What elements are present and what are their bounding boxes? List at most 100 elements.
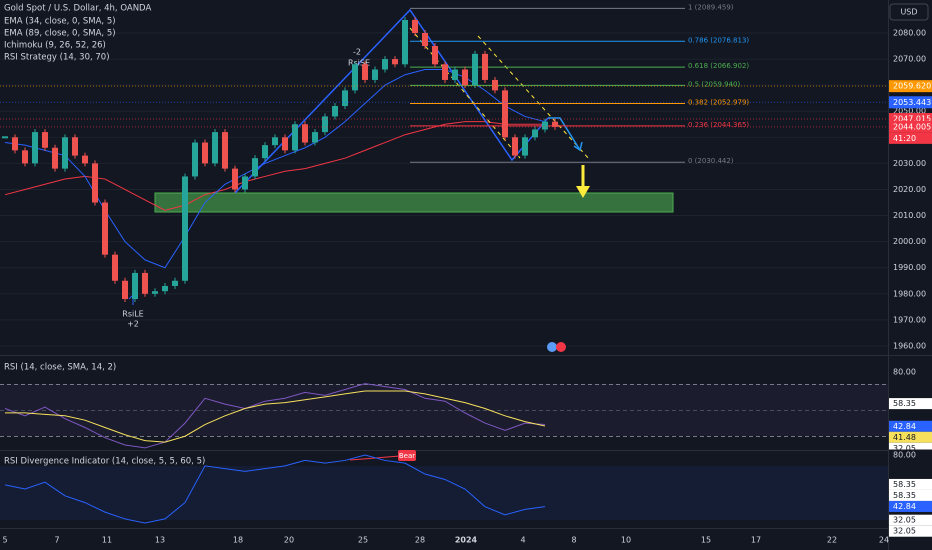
fib-label: 0.5 (2059.940) xyxy=(688,80,740,88)
candle xyxy=(142,272,148,294)
axis-label: 58.35 xyxy=(893,399,916,408)
legend: Ichimoku (9, 26, 52, 26) xyxy=(4,41,106,51)
candle xyxy=(432,46,438,65)
candle xyxy=(2,136,8,139)
candle xyxy=(542,121,548,130)
candle xyxy=(92,163,98,203)
legend: EMA (89, close, 0, SMA, 5) xyxy=(4,29,116,39)
legend: RSI Strategy (14, 30, 70) xyxy=(4,53,110,63)
fib-label: 0.236 (2044.365) xyxy=(688,121,749,129)
candle xyxy=(382,59,388,70)
fib-label: 0.382 (2052.979) xyxy=(688,98,749,106)
price-tag-label: 2044.005 xyxy=(893,122,931,131)
time-label: 7 xyxy=(54,536,59,545)
candle xyxy=(452,69,458,80)
time-label: 10 xyxy=(621,536,631,545)
axis-tag xyxy=(889,442,932,454)
price-tick-label: 2050.00 xyxy=(893,107,926,116)
axis-tag xyxy=(889,398,932,410)
event-icon[interactable] xyxy=(547,342,557,352)
candle xyxy=(102,202,108,255)
candle xyxy=(362,64,368,80)
axis-tag xyxy=(889,420,932,432)
candle xyxy=(332,106,338,117)
projection xyxy=(548,117,581,151)
time-label: 5 xyxy=(2,536,7,545)
time-label: 13 xyxy=(155,536,165,545)
time-label: 4 xyxy=(520,536,525,545)
price-tick-label: 1990.00 xyxy=(893,263,926,272)
price-tick-label: 2070.00 xyxy=(893,55,926,64)
price-tick-label: 1980.00 xyxy=(893,289,926,298)
candle xyxy=(22,150,28,164)
candle xyxy=(402,19,408,65)
axis-tag xyxy=(889,525,932,537)
candle xyxy=(412,19,418,33)
signal: RsiSE xyxy=(348,59,370,68)
price-tag-label: 2047.015 xyxy=(893,115,931,124)
price-tick-label: 2030.00 xyxy=(893,159,926,168)
candle xyxy=(32,132,38,164)
fib-label: 1 (2089.459) xyxy=(688,3,734,11)
demand-zone xyxy=(154,192,674,213)
axis-label: 41.48 xyxy=(893,433,916,442)
axis-label: 32.05 xyxy=(893,527,916,536)
candle xyxy=(322,116,328,133)
candle xyxy=(372,69,378,80)
candle xyxy=(442,64,448,80)
candle xyxy=(252,158,258,177)
rsi-ma xyxy=(5,390,546,443)
price-tag-label: 2053.443 xyxy=(893,98,931,107)
candle xyxy=(62,137,68,169)
candle xyxy=(522,137,528,156)
currency[interactable]: USD xyxy=(900,8,917,17)
rsi-line xyxy=(4,383,546,449)
price-tick-label: 1970.00 xyxy=(893,315,926,324)
legend: EMA (34, close, 0, SMA, 5) xyxy=(4,17,116,27)
axis-label: 32.05 xyxy=(893,516,916,525)
candle xyxy=(112,254,118,281)
time-label: 15 xyxy=(701,536,711,545)
axis-tag xyxy=(889,489,932,501)
candle xyxy=(342,90,348,107)
axis-label: 80.00 xyxy=(893,451,916,460)
candle xyxy=(292,124,298,151)
time-label: 2024 xyxy=(455,536,478,545)
axis-label: 32.05 xyxy=(893,444,916,453)
target-arrow-head xyxy=(576,186,590,198)
time-label: 20 xyxy=(284,536,294,545)
time-label: 24 xyxy=(879,536,889,545)
axis-label: 42.84 xyxy=(893,502,916,511)
candle xyxy=(532,129,538,138)
bear-label: Bear xyxy=(399,452,415,460)
axis-label: 80.00 xyxy=(893,368,916,377)
price-tick-label: 2010.00 xyxy=(893,211,926,220)
candle xyxy=(192,142,198,177)
candle xyxy=(122,280,128,300)
candle xyxy=(352,64,358,91)
fib-label: 0.786 (2076.813) xyxy=(688,36,749,44)
candle xyxy=(392,59,398,65)
div-band xyxy=(0,466,888,520)
axis-tag xyxy=(889,500,932,512)
candle xyxy=(232,168,238,190)
legend: Gold Spot / U.S. Dollar, 4h, OANDA xyxy=(4,4,151,14)
candle xyxy=(482,53,488,80)
currency-button[interactable] xyxy=(889,3,929,21)
axis-tag xyxy=(889,366,932,378)
axis-tag xyxy=(889,449,932,461)
candle xyxy=(202,142,208,164)
candle xyxy=(552,121,558,127)
candle xyxy=(152,291,158,294)
time-label: 8 xyxy=(571,536,576,545)
candle xyxy=(82,155,88,164)
candle xyxy=(512,137,518,156)
candle xyxy=(492,79,498,91)
signal: +2 xyxy=(127,320,139,329)
axis-tag xyxy=(889,478,932,490)
event-icon[interactable] xyxy=(556,342,566,352)
candle xyxy=(282,137,288,151)
candle xyxy=(312,132,318,143)
channel xyxy=(477,35,591,161)
div-line xyxy=(4,454,546,524)
